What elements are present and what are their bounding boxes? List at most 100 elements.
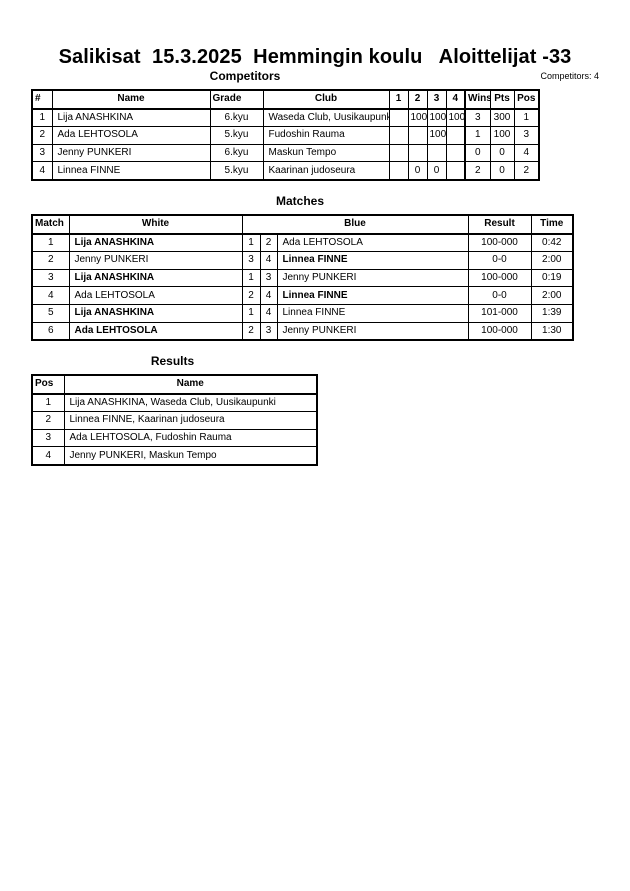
column-header: 4: [445, 89, 466, 110]
competitor-cell: 100: [407, 108, 428, 128]
competitor-cell: 1: [513, 108, 540, 128]
match-time: 2:00: [530, 251, 574, 270]
competitor-cell: Maskun Tempo: [262, 143, 390, 163]
column-header: Club: [262, 89, 390, 110]
match-result: 0-0: [467, 286, 532, 305]
column-header: Name: [51, 89, 211, 110]
blue-index: 3: [259, 268, 278, 288]
competitor-cell: 4: [513, 143, 540, 163]
column-header: Pos: [513, 89, 540, 110]
competitor-cell: [388, 108, 409, 128]
competitor-cell: [445, 143, 466, 163]
result-row: 1 Lija ANASHKINA, Waseda Club, Uusikaupun…: [31, 393, 318, 413]
match-time: 1:39: [530, 303, 574, 323]
white-index: 1: [241, 268, 261, 288]
competitor-cell: Kaarinan judoseura: [262, 161, 390, 181]
competitor-cell: [388, 161, 409, 181]
column-header: 2: [407, 89, 428, 110]
competitor-cell: Linnea FINNE: [51, 161, 211, 181]
match-row: 5 Lija ANASHKINA 1 4 Linnea FINNE 101-000 1:39: [31, 303, 574, 323]
competitor-cell: 3: [513, 126, 540, 145]
competitor-cell: 0: [489, 161, 515, 181]
match-row: 3 Lija ANASHKINA 1 3 Jenny PUNKERI 100-000 0:1…: [31, 268, 574, 288]
match-row: 6 Ada LEHTOSOLA 2 3 Jenny PUNKERI 100-000 1:30: [31, 321, 574, 341]
blue-competitor: Jenny PUNKERI: [276, 268, 469, 288]
matches-table: Match White Blue Result Time 1 Lija ANASHKINA 1…: [31, 214, 574, 342]
blue-index: 4: [259, 303, 278, 323]
column-header: Grade: [209, 89, 264, 110]
match-number: 6: [31, 321, 70, 341]
competitor-cell: [407, 126, 428, 145]
competitor-count: Competitors: 4: [540, 71, 599, 81]
competitor-cell: 100: [426, 108, 447, 128]
result-position: 1: [31, 393, 65, 413]
white-index: 3: [241, 251, 261, 270]
match-row: 1 Lija ANASHKINA 1 2 Ada LEHTOSOLA 100-000 0:4…: [31, 233, 574, 253]
result-name: Lija ANASHKINA, Waseda Club, Uusikaupunk…: [63, 393, 318, 413]
white-competitor: Lija ANASHKINA: [68, 233, 243, 253]
competitor-cell: 0: [407, 161, 428, 181]
match-result: 101-000: [467, 303, 532, 323]
competitor-cell: Lija ANASHKINA: [51, 108, 211, 128]
blue-competitor: Ada LEHTOSOLA: [276, 233, 469, 253]
result-name: Linnea FINNE, Kaarinan judoseura: [63, 411, 318, 430]
competitor-cell: [445, 126, 466, 145]
results-table: Pos Name 1 Lija ANASHKINA, Waseda Club, Uus…: [31, 374, 318, 466]
match-time: 0:42: [530, 233, 574, 253]
white-competitor: Ada LEHTOSOLA: [68, 286, 243, 305]
competitor-cell: 3: [464, 108, 491, 128]
match-number: 1: [31, 233, 70, 253]
blue-index: 4: [259, 251, 278, 270]
match-number: 4: [31, 286, 70, 305]
competitor-cell: 2: [31, 126, 53, 145]
result-name: Jenny PUNKERI, Maskun Tempo: [63, 446, 318, 466]
blue-competitor: Linnea FINNE: [276, 286, 469, 305]
white-index: 2: [241, 321, 261, 341]
white-index: 1: [241, 303, 261, 323]
competitor-cell: Ada LEHTOSOLA: [51, 126, 211, 145]
blue-competitor: Linnea FINNE: [276, 303, 469, 323]
white-index: 2: [241, 286, 261, 305]
column-header: Blue: [241, 214, 469, 235]
competitor-cell: 1: [31, 108, 53, 128]
competitor-row: 3 Jenny PUNKERI 6.kyu Maskun Tempo 0 0 4: [31, 143, 540, 163]
competitor-cell: 0: [489, 143, 515, 163]
competitors-table: # Name Grade Club 1 2 3 4 Wins Pts Pos 1 Lija ANASHK…: [31, 89, 540, 181]
competitor-cell: [445, 161, 466, 181]
competitor-cell: 2: [513, 161, 540, 181]
competitor-cell: Fudoshin Rauma: [262, 126, 390, 145]
blue-competitor: Linnea FINNE: [276, 251, 469, 270]
competitor-cell: 3: [31, 143, 53, 163]
competitor-cell: [388, 143, 409, 163]
column-header: Time: [530, 214, 574, 235]
match-result: 100-000: [467, 321, 532, 341]
match-time: 2:00: [530, 286, 574, 305]
competitor-cell: 2: [464, 161, 491, 181]
white-competitor: Ada LEHTOSOLA: [68, 321, 243, 341]
competitor-cell: 5.kyu: [209, 126, 264, 145]
white-competitor: Lija ANASHKINA: [68, 303, 243, 323]
competitor-cell: 0: [464, 143, 491, 163]
column-header: Pos: [31, 374, 65, 395]
result-row: 4 Jenny PUNKERI, Maskun Tempo: [31, 446, 318, 466]
column-header: Name: [63, 374, 318, 395]
column-header: 3: [426, 89, 447, 110]
white-competitor: Lija ANASHKINA: [68, 268, 243, 288]
competitor-cell: Waseda Club, Uusikaupunki: [262, 108, 390, 128]
column-header: Wins: [464, 89, 491, 110]
competitor-row: 2 Ada LEHTOSOLA 5.kyu Fudoshin Rauma 100 1 100…: [31, 126, 540, 145]
match-number: 2: [31, 251, 70, 270]
match-row: 2 Jenny PUNKERI 3 4 Linnea FINNE 0-0 2:00: [31, 251, 574, 270]
white-index: 1: [241, 233, 261, 253]
competitor-cell: Jenny PUNKERI: [51, 143, 211, 163]
match-number: 3: [31, 268, 70, 288]
white-competitor: Jenny PUNKERI: [68, 251, 243, 270]
column-header: Match: [31, 214, 70, 235]
match-result: 0-0: [467, 251, 532, 270]
result-name: Ada LEHTOSOLA, Fudoshin Rauma: [63, 428, 318, 448]
competitor-cell: 6.kyu: [209, 143, 264, 163]
results-heading: Results: [150, 354, 195, 368]
competitor-cell: 100: [426, 126, 447, 145]
match-result: 100-000: [467, 233, 532, 253]
match-time: 1:30: [530, 321, 574, 341]
